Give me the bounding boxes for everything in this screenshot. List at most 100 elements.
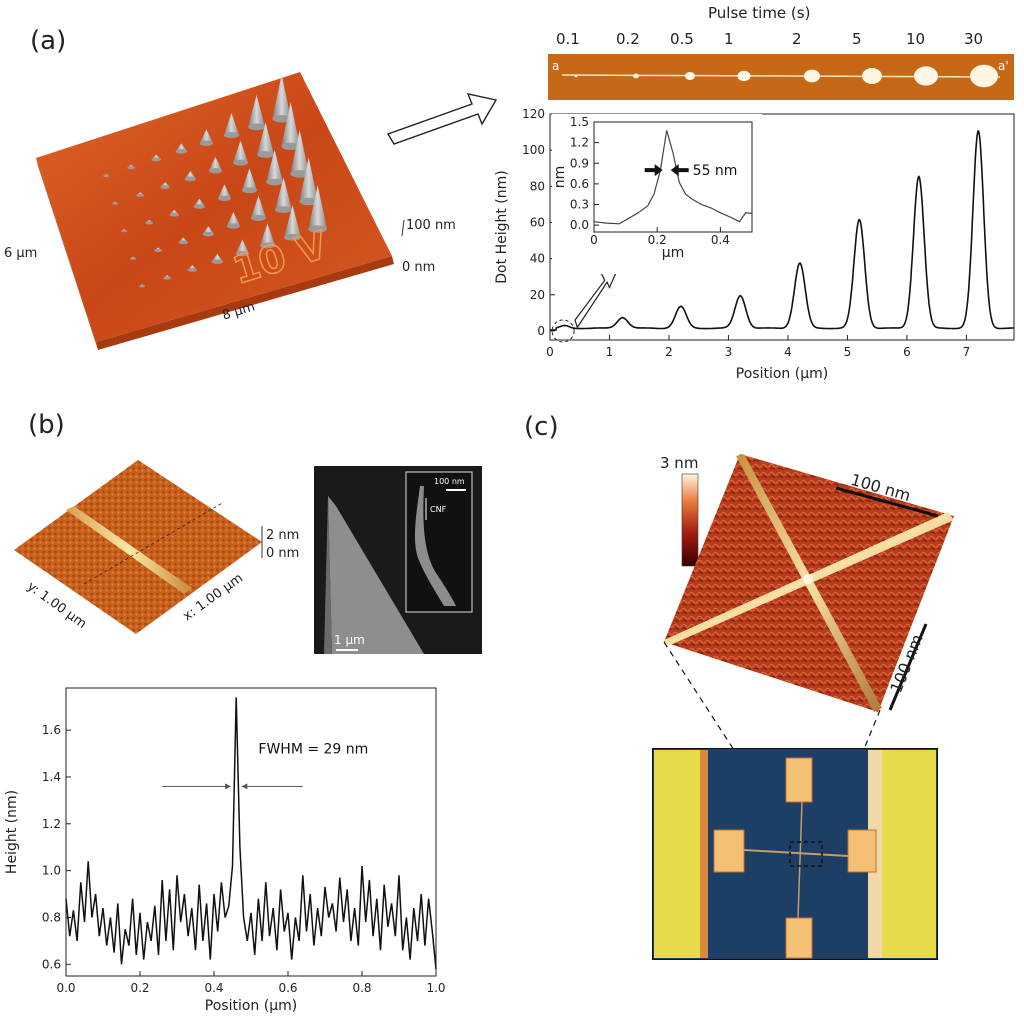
y-tick-label: 0.6 [42, 957, 61, 971]
inset-annotation: 55 nm [693, 163, 738, 179]
y-tick-label: 40 [530, 252, 545, 266]
strip-dot [914, 66, 938, 86]
pulse-time-label: 1 [724, 30, 734, 48]
strip-dot [970, 64, 998, 88]
strip-marker-a: a [552, 59, 559, 73]
height-min-label-a: 0 nm [402, 260, 436, 275]
dot-base [130, 257, 137, 260]
hollow-arrow [386, 93, 498, 145]
fwhm-arrowhead-left [225, 783, 231, 790]
dot-base [154, 248, 163, 253]
dot-base [290, 170, 309, 178]
zoom-arrow [574, 270, 618, 329]
dot-spike [202, 226, 215, 235]
device-optical-image [652, 748, 938, 960]
pulse-time-label: 0.5 [670, 30, 694, 48]
dot-base [241, 187, 257, 194]
y-tick-label: 20 [530, 288, 545, 302]
dot-base [151, 157, 162, 162]
x-tick-label: 2 [665, 345, 673, 359]
dot-base [299, 197, 318, 206]
dot-spike [235, 239, 249, 254]
x-tick-label: 0 [546, 345, 554, 359]
dot-base [121, 229, 128, 233]
dot-spike [281, 102, 300, 147]
dot-base [199, 140, 213, 146]
dot-spike [184, 170, 197, 179]
y-tick-label: 0.3 [570, 198, 589, 212]
pulse-time-label: 5 [852, 30, 862, 48]
strip-dot [737, 70, 751, 82]
afm-cross-c [664, 454, 954, 712]
x-tick-label: 0.2 [648, 233, 667, 247]
dot-base [211, 259, 224, 265]
dot-base [139, 285, 146, 288]
peak-point [564, 324, 566, 327]
strip-dot [862, 68, 882, 84]
peak-point [977, 130, 980, 132]
afm-surface-a: 10 V [36, 72, 405, 350]
y-size-label-a: 6 µm [4, 246, 38, 261]
dot-base [272, 114, 291, 123]
y-tick-label: 100 [522, 143, 545, 157]
colorbar-max-label: 3 nm [660, 454, 699, 472]
peak-point [680, 305, 682, 308]
x-axis-label: Position (µm) [205, 998, 297, 1014]
dot-spike [275, 177, 292, 210]
sem-inset-scale: 100 nm [434, 477, 465, 486]
x-tick-label: 0.6 [278, 981, 297, 995]
nanowire-ridge [66, 506, 192, 594]
x-tick-label: 5 [844, 345, 852, 359]
dot-base [275, 206, 292, 214]
dot-base [103, 174, 110, 178]
plot-frame [65, 687, 437, 977]
dot-base [259, 242, 275, 249]
dot-spike [208, 156, 222, 171]
pulse-time-labels: 0.1 0.2 0.5 1 2 5 10 30 [548, 30, 1014, 50]
strip-title: Pulse time (s) [708, 4, 811, 22]
dot-spike [248, 94, 265, 127]
x-tick-label: 0.0 [56, 981, 75, 995]
dot-base [175, 149, 188, 154]
dot-height-chart: 0 1 2 3 4 5 6 7 0 20 40 60 80 100 120 Position (µm) Dot … [494, 107, 1015, 382]
plot-frame [549, 113, 1015, 341]
peak-point [739, 294, 742, 297]
y-tick-label: 0 [537, 324, 545, 338]
dot-base [112, 202, 119, 205]
dot-spike [241, 168, 257, 191]
pulse-time-label: 0.2 [616, 30, 640, 48]
dot-base [163, 276, 172, 280]
panel-label-b: (b) [28, 410, 65, 440]
dot-base [184, 176, 197, 182]
dot-base [266, 178, 283, 186]
peak-point [799, 262, 801, 264]
dot-spike [223, 113, 239, 136]
surface-plane [36, 72, 392, 342]
pulse-time-label: 0.1 [556, 30, 580, 48]
height-max-label-a: 100 nm [406, 218, 456, 233]
dot-base [208, 168, 222, 174]
dot-base [223, 132, 239, 139]
panel-label-c: (c) [524, 412, 559, 442]
peak-point [858, 218, 861, 221]
peak-point [621, 316, 624, 319]
y-tick-label: 1.4 [42, 770, 61, 784]
y-tick-label: 1.6 [42, 723, 61, 737]
dot-base [248, 123, 265, 131]
dot-base [160, 185, 171, 190]
dot-base [308, 225, 327, 233]
x-tick-label: 0.8 [352, 981, 371, 995]
y-axis-label: Height (nm) [4, 790, 20, 874]
strip-dot [804, 69, 820, 83]
dot-spike [175, 143, 188, 152]
y-tick-label: 120 [522, 107, 545, 121]
height-profile-chart: 0.0 0.2 0.4 0.6 0.8 1.0 0.6 0.8 1.0 1.2 1.4 1.6 Posi… [4, 687, 446, 1014]
y-tick-label: 1.2 [570, 136, 589, 150]
dot-base [145, 221, 154, 225]
x-axis-label: Position (µm) [736, 366, 828, 382]
dot-spike [211, 253, 224, 262]
dot-base [250, 214, 266, 221]
dot-base [235, 250, 249, 257]
y-axis-label: Dot Height (nm) [494, 170, 510, 283]
dot-base [257, 151, 274, 158]
